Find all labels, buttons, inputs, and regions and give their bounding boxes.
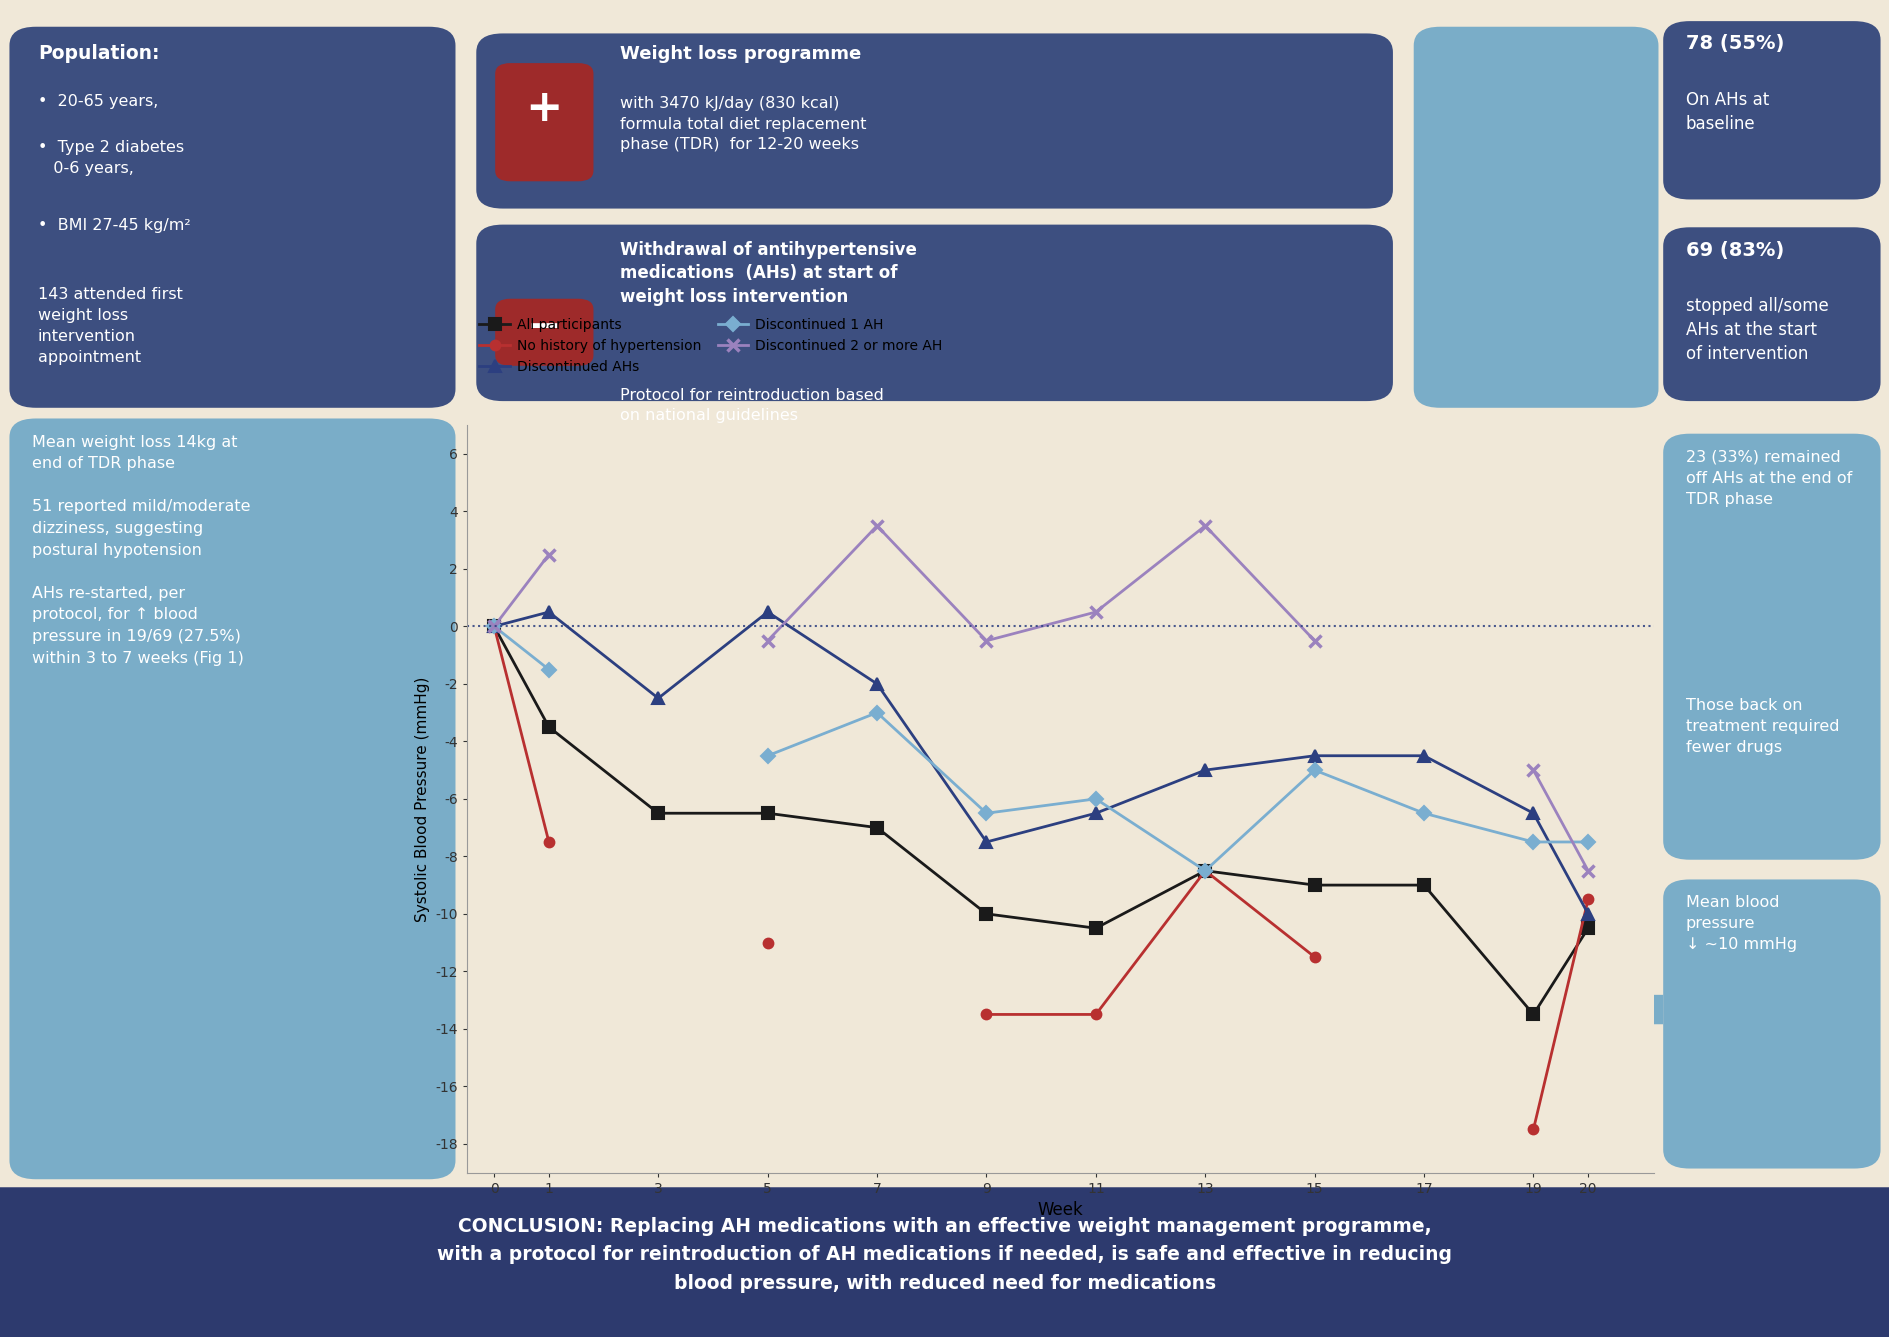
All participants xyxy=(482,618,504,635)
Text: 78 (55%): 78 (55%) xyxy=(1685,35,1783,53)
Text: stopped all/some
AHs at the start
of intervention: stopped all/some AHs at the start of int… xyxy=(1685,297,1829,364)
All participants xyxy=(1521,1007,1543,1023)
Y-axis label: Systolic Blood Pressure (mmHg): Systolic Blood Pressure (mmHg) xyxy=(414,677,429,921)
All participants xyxy=(1303,877,1326,893)
Text: CONCLUSION: Replacing AH medications with an effective weight management program: CONCLUSION: Replacing AH medications wit… xyxy=(436,1217,1453,1293)
Discontinued AHs xyxy=(1575,906,1598,923)
Line: Discontinued 1 AH: Discontinued 1 AH xyxy=(489,622,553,674)
No history of hypertension xyxy=(482,618,504,635)
Text: −: − xyxy=(527,306,561,348)
No history of hypertension xyxy=(536,834,559,850)
Text: 69 (83%): 69 (83%) xyxy=(1685,241,1783,259)
All participants xyxy=(1575,920,1598,936)
Text: +: + xyxy=(525,87,563,130)
Discontinued 2 or more AH xyxy=(482,618,504,635)
Discontinued AHs xyxy=(975,834,997,850)
All participants xyxy=(1084,920,1107,936)
FancyBboxPatch shape xyxy=(1413,27,1657,408)
FancyBboxPatch shape xyxy=(1662,880,1880,1169)
Text: with 3470 kJ/day (830 kcal)
formula total diet replacement
phase (TDR)  for 12-2: with 3470 kJ/day (830 kcal) formula tota… xyxy=(620,96,865,152)
Text: 23 (33%) remained
off AHs at the end of
TDR phase: 23 (33%) remained off AHs at the end of … xyxy=(1685,449,1851,507)
Discontinued AHs xyxy=(865,677,888,693)
Text: Weight loss programme: Weight loss programme xyxy=(620,45,861,63)
Text: Those back on
treatment required
fewer drugs: Those back on treatment required fewer d… xyxy=(1685,698,1838,755)
FancyArrow shape xyxy=(1587,989,1662,1029)
Discontinued AHs xyxy=(1521,805,1543,821)
Text: Mean blood
pressure
↓ ~10 mmHg: Mean blood pressure ↓ ~10 mmHg xyxy=(1685,896,1796,952)
Line: Discontinued AHs: Discontinued AHs xyxy=(487,606,1594,920)
Text: Protocol for reintroduction based
on national guidelines: Protocol for reintroduction based on nat… xyxy=(620,388,884,422)
FancyBboxPatch shape xyxy=(476,33,1392,209)
Discontinued AHs xyxy=(536,604,559,620)
Discontinued AHs xyxy=(756,604,778,620)
FancyBboxPatch shape xyxy=(1662,227,1880,401)
Discontinued 1 AH xyxy=(482,618,504,635)
FancyBboxPatch shape xyxy=(495,298,593,366)
All participants xyxy=(646,805,669,821)
Discontinued AHs xyxy=(1194,762,1217,778)
Discontinued AHs xyxy=(1303,747,1326,763)
Text: •  20-65 years,: • 20-65 years, xyxy=(38,94,159,108)
Text: On AHs at
baseline: On AHs at baseline xyxy=(1685,91,1768,132)
Text: Population:: Population: xyxy=(38,44,159,63)
Discontinued AHs xyxy=(1084,805,1107,821)
FancyBboxPatch shape xyxy=(476,225,1392,401)
Discontinued AHs xyxy=(1411,747,1434,763)
Discontinued AHs xyxy=(482,618,504,635)
Legend: All participants, No history of hypertension, Discontinued AHs, Discontinued 1 A: All participants, No history of hyperten… xyxy=(474,313,948,380)
Line: Discontinued 2 or more AH: Discontinued 2 or more AH xyxy=(487,548,555,632)
FancyBboxPatch shape xyxy=(9,418,455,1179)
Text: •  BMI 27-45 kg/m²: • BMI 27-45 kg/m² xyxy=(38,218,191,233)
All participants xyxy=(975,906,997,923)
X-axis label: Week: Week xyxy=(1037,1201,1082,1219)
Discontinued 1 AH xyxy=(536,662,559,678)
All participants xyxy=(1194,862,1217,878)
Text: •  Type 2 diabetes
   0-6 years,: • Type 2 diabetes 0-6 years, xyxy=(38,140,183,176)
FancyBboxPatch shape xyxy=(495,63,593,182)
FancyBboxPatch shape xyxy=(9,27,455,408)
Text: 143 attended first
weight loss
intervention
appointment: 143 attended first weight loss intervent… xyxy=(38,287,183,365)
All participants xyxy=(1411,877,1434,893)
Discontinued 2 or more AH xyxy=(536,547,559,563)
Line: All participants: All participants xyxy=(489,620,1592,1020)
Text: Mean weight loss 14kg at
end of TDR phase

51 reported mild/moderate
dizziness, : Mean weight loss 14kg at end of TDR phas… xyxy=(32,435,251,666)
Text: Withdrawal of antihypertensive
medications  (AHs) at start of
weight loss interv: Withdrawal of antihypertensive medicatio… xyxy=(620,241,916,306)
All participants xyxy=(536,719,559,735)
FancyBboxPatch shape xyxy=(1662,433,1880,860)
Discontinued AHs xyxy=(646,690,669,706)
FancyBboxPatch shape xyxy=(1662,21,1880,199)
FancyBboxPatch shape xyxy=(0,1187,1889,1337)
All participants xyxy=(756,805,778,821)
All participants xyxy=(865,820,888,836)
Line: No history of hypertension: No history of hypertension xyxy=(489,622,553,846)
